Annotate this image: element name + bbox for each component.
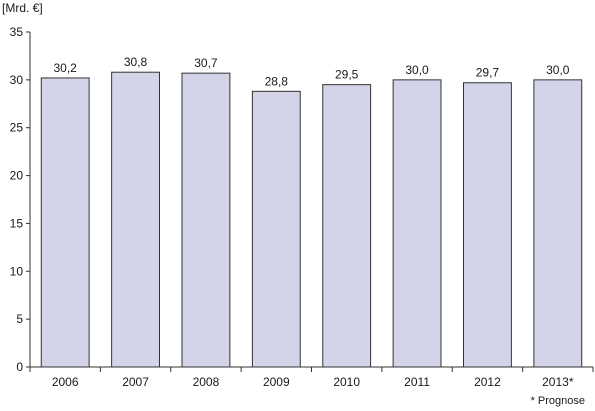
bar-value-label: 30,0 <box>546 63 570 77</box>
y-tick-label: 20 <box>10 169 24 183</box>
bar-2007 <box>111 71 160 368</box>
x-tick-label: 2008 <box>193 375 220 389</box>
x-tick-label: 2013* <box>542 375 574 389</box>
bar-value-label: 28,8 <box>265 74 289 88</box>
bar-series: 30,2 30,8 30,7 28,8 29,5 30,0 29,7 30,0 <box>40 55 583 368</box>
bar-value-label: 30,8 <box>124 55 148 69</box>
x-tick-label: 2012 <box>474 375 501 389</box>
y-tick-label: 10 <box>10 264 24 278</box>
bar-2012 <box>463 82 512 368</box>
bar-2013 <box>533 79 583 368</box>
x-tick-label: 2007 <box>122 375 149 389</box>
y-axis-unit-label: [Mrd. €] <box>2 1 43 15</box>
y-axis-ticks: 0 5 10 15 20 25 30 35 <box>10 25 30 374</box>
y-tick-label: 15 <box>10 216 24 230</box>
bar-value-label: 30,7 <box>194 56 218 70</box>
bar-2011 <box>392 79 442 368</box>
footnote: * Prognose <box>530 395 585 407</box>
bar-value-label: 30,2 <box>54 61 78 75</box>
bar-2009 <box>251 90 301 368</box>
bar-2010 <box>322 84 372 368</box>
bar-2006 <box>40 77 90 368</box>
bar-2008 <box>181 72 231 368</box>
x-tick-label: 2010 <box>333 375 360 389</box>
x-axis-ticks: 2006 2007 2008 2009 2010 2011 2012 2013* <box>29 367 594 389</box>
x-tick-label: 2009 <box>263 375 290 389</box>
y-tick-label: 35 <box>10 25 24 39</box>
y-tick-label: 30 <box>10 73 24 87</box>
y-tick-label: 25 <box>10 121 24 135</box>
x-tick-label: 2011 <box>404 375 430 389</box>
bar-value-label: 29,7 <box>476 66 500 80</box>
y-tick-label: 0 <box>16 360 23 374</box>
bar-value-label: 30,0 <box>405 63 429 77</box>
x-tick-label: 2006 <box>52 375 79 389</box>
bar-value-label: 29,5 <box>335 68 359 82</box>
y-tick-label: 5 <box>16 312 23 326</box>
